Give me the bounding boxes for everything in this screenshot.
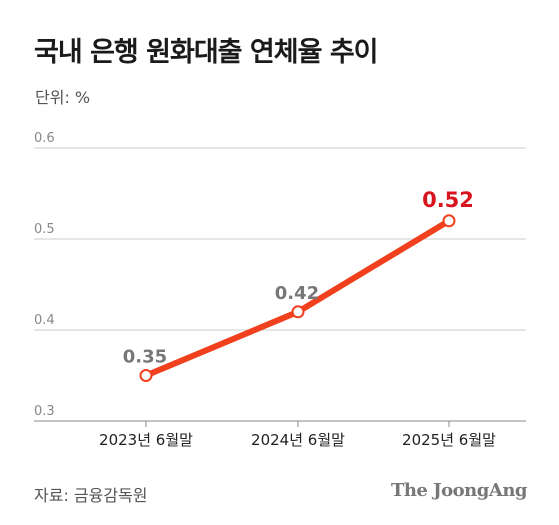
data-point <box>139 369 153 382</box>
y-tick-label: 0.6 <box>34 131 55 146</box>
y-tick-label: 0.4 <box>34 313 55 328</box>
chart-title: 국내 은행 원화대출 연체율 추이 <box>34 37 379 68</box>
x-tick-label: 2025년 6월말 <box>402 431 496 449</box>
data-point <box>291 305 305 319</box>
data-label: 0.35 <box>123 347 167 368</box>
series-line <box>139 214 456 382</box>
x-tick-label: 2023년 6월말 <box>99 431 193 449</box>
data-point <box>442 214 456 228</box>
data-label: 0.42 <box>275 283 319 304</box>
publisher-logo: The JoongAng <box>390 480 528 501</box>
x-tick-label: 2024년 6월말 <box>251 431 345 449</box>
x-axis: 2023년 6월말 2024년 6월말 2025년 6월말 <box>99 421 496 449</box>
data-labels: 0.35 0.42 0.52 <box>123 188 474 368</box>
y-tick-label: 0.3 <box>34 404 55 419</box>
grid-lines: 0.6 0.5 0.4 0.3 <box>34 131 526 422</box>
data-label: 0.52 <box>422 188 474 212</box>
unit-label: 단위: % <box>35 88 91 107</box>
source-note: 자료: 금융감독원 <box>34 486 148 505</box>
y-tick-label: 0.5 <box>34 222 55 237</box>
